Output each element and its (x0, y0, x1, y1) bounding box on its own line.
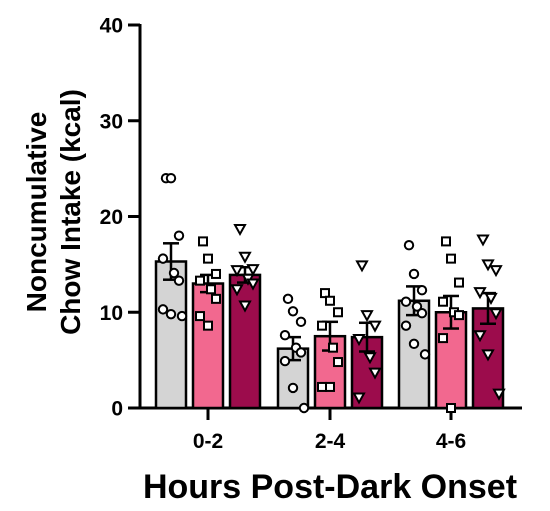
y-tick-label: 30 (100, 110, 123, 133)
data-point-square (211, 268, 221, 279)
data-point-circle (298, 402, 310, 414)
y-tick-label: 20 (100, 206, 123, 229)
data-point-circle (173, 230, 185, 241)
y-axis-title-line-2: Chow Intake (kcal) (55, 89, 86, 335)
data-point-triangle (368, 367, 382, 380)
data-point-square (446, 253, 456, 264)
data-point-triangle (363, 352, 377, 365)
data-point-square (438, 296, 448, 307)
data-point-square (206, 284, 216, 295)
x-tick-label: 4-6 (436, 430, 466, 453)
data-point-circle (411, 301, 423, 312)
data-point-circle (295, 316, 307, 328)
data-point-triangle (360, 310, 374, 323)
data-point-triangle (481, 349, 495, 362)
data-point-circle (400, 296, 412, 307)
x-axis-title: Hours Post-Dark Onset (143, 468, 517, 506)
data-point-square (203, 253, 213, 264)
data-point-square (211, 293, 221, 304)
data-point-triangle (473, 330, 487, 343)
data-point-circle (168, 267, 180, 279)
data-point-circle (408, 338, 420, 350)
data-point-circle (416, 308, 428, 319)
data-point-square (333, 357, 343, 368)
data-point-triangle (238, 300, 252, 313)
data-point-square (333, 307, 343, 318)
data-point-triangle (473, 287, 487, 300)
bar (191, 282, 225, 410)
y-tick-label: 40 (100, 15, 123, 38)
data-point-circle (408, 268, 420, 280)
data-point-triangle (352, 392, 366, 405)
data-point-triangle (233, 223, 247, 237)
data-point-square (325, 295, 335, 306)
bar (228, 273, 262, 410)
data-point-circle (416, 285, 428, 296)
y-tick-label: 10 (100, 302, 123, 325)
data-point-circle (287, 382, 299, 394)
data-point-square (454, 310, 464, 321)
data-point-square (325, 381, 335, 392)
data-point-square (454, 277, 464, 288)
data-point-square (317, 320, 327, 331)
x-tick-label: 2-4 (315, 430, 346, 453)
data-point-circle (173, 275, 185, 286)
data-point-triangle (230, 265, 244, 278)
data-point-triangle (489, 308, 503, 321)
data-point-circle (419, 349, 431, 360)
data-point-square (195, 275, 205, 286)
y-axis-title: Noncumulative Chow Intake (kcal) (21, 89, 86, 335)
x-tick-label: 0-2 (193, 430, 223, 453)
data-point-triangle (246, 278, 260, 291)
data-point-circle (295, 347, 307, 358)
data-point-triangle (355, 260, 369, 273)
data-point-circle (279, 330, 291, 341)
data-point-circle (279, 355, 291, 367)
data-point-triangle (492, 388, 506, 401)
data-point-square (328, 342, 338, 353)
data-point-square (446, 403, 456, 413)
data-point-triangle (238, 251, 252, 264)
data-point-circle (157, 304, 169, 315)
data-point-triangle (246, 264, 260, 277)
plot-area: 0 10 20 30 40 0-2 2-4 4-6 (100, 15, 522, 453)
data-point-square (441, 236, 451, 247)
data-point-circle (400, 320, 412, 331)
y-axis-title-line-1: Noncumulative (21, 112, 52, 313)
data-point-circle (157, 253, 169, 264)
data-point-square (203, 320, 213, 331)
data-point-triangle (230, 284, 244, 297)
data-point-square (198, 236, 208, 247)
data-point-triangle (368, 320, 382, 333)
data-point-circle (176, 310, 188, 322)
data-point-triangle (481, 259, 495, 272)
data-point-circle (165, 173, 177, 184)
data-point-triangle (489, 265, 503, 278)
data-point-circle (287, 306, 299, 317)
data-point-triangle (476, 234, 490, 247)
data-point-circle (403, 240, 415, 251)
data-point-square (195, 311, 205, 322)
y-tick-label: 0 (111, 398, 123, 421)
data-point-circle (282, 293, 294, 305)
data-point-triangle (352, 334, 366, 347)
data-point-square (438, 333, 448, 344)
data-point-square (317, 381, 327, 392)
data-point-circle (165, 308, 177, 320)
data-point-triangle (484, 292, 498, 305)
